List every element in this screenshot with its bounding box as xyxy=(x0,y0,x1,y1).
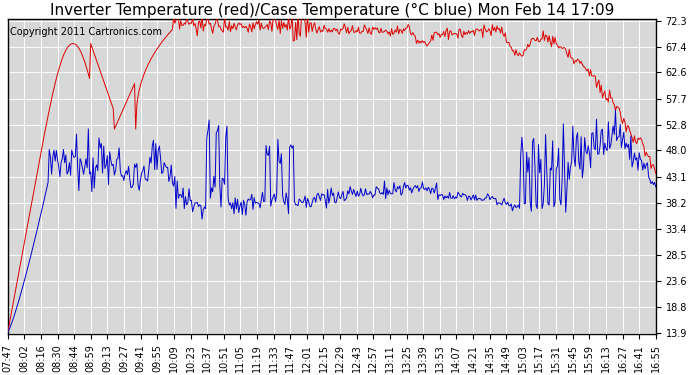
Text: Copyright 2011 Cartronics.com: Copyright 2011 Cartronics.com xyxy=(10,27,161,37)
Title: Inverter Temperature (red)/Case Temperature (°C blue) Mon Feb 14 17:09: Inverter Temperature (red)/Case Temperat… xyxy=(50,3,614,18)
